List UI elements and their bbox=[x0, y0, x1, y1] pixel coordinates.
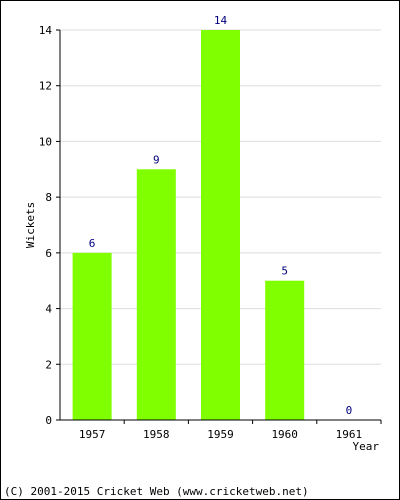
y-tick-label: 8 bbox=[45, 191, 52, 204]
y-tick-label: 6 bbox=[45, 247, 52, 260]
y-tick-label: 0 bbox=[45, 414, 52, 427]
y-tick-label: 2 bbox=[45, 358, 52, 371]
x-tick-label-1960: 1960 bbox=[271, 428, 298, 441]
x-tick-label-1958: 1958 bbox=[143, 428, 170, 441]
bar-1959 bbox=[201, 30, 240, 420]
axes bbox=[59, 30, 381, 421]
y-tick-label: 4 bbox=[45, 303, 52, 316]
bar-1957 bbox=[72, 252, 112, 420]
data-label-1960: 5 bbox=[281, 265, 288, 278]
bars bbox=[72, 30, 305, 420]
bar-1960 bbox=[265, 280, 305, 420]
data-label-1959: 14 bbox=[214, 14, 228, 27]
data-labels: 6 9 14 5 0 bbox=[89, 14, 352, 417]
copyright-footer: (C) 2001-2015 Cricket Web (www.cricketwe… bbox=[4, 485, 309, 498]
y-tick-label: 10 bbox=[39, 135, 52, 148]
y-tick-label: 12 bbox=[39, 80, 52, 93]
x-tick-labels: 1957 1958 1959 1960 1961 bbox=[79, 420, 382, 441]
data-label-1961: 0 bbox=[346, 404, 353, 417]
bar-1958 bbox=[136, 169, 176, 420]
x-tick-label-1961: 1961 bbox=[336, 428, 363, 441]
y-tick-label: 14 bbox=[39, 24, 53, 37]
x-axis-title: Year bbox=[353, 440, 380, 453]
y-axis-title: Wickets bbox=[24, 202, 37, 248]
x-tick-label-1959: 1959 bbox=[207, 428, 234, 441]
data-label-1958: 9 bbox=[153, 153, 160, 166]
x-tick-label-1957: 1957 bbox=[79, 428, 106, 441]
data-label-1957: 6 bbox=[89, 237, 96, 250]
y-tick-labels: 0 2 4 6 8 10 12 14 bbox=[39, 24, 60, 427]
